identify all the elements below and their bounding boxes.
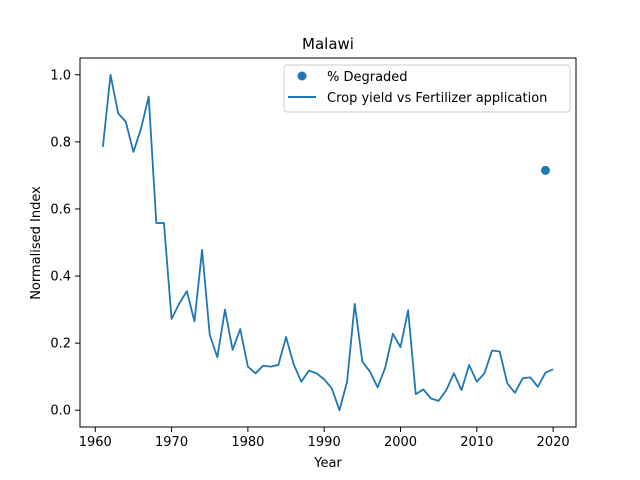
legend-scatter-marker [297, 71, 307, 81]
y-tick-label: 1.0 [50, 68, 71, 83]
plot-frame [79, 57, 577, 428]
x-tick-label: 1960 [79, 435, 112, 450]
plot-area: 1960 1970 1980 1990 2000 2010 2020 0.0 0.2 0.4 0.6… [50, 57, 577, 450]
x-tick-label: 2020 [537, 435, 570, 450]
chart-title: Malawi [302, 35, 354, 53]
series-line-crop-yield [101, 73, 554, 412]
x-axis-label: Year [313, 456, 342, 471]
x-tick-label: 2000 [384, 435, 417, 450]
legend-label-degraded: % Degraded [327, 70, 408, 85]
x-tick-label: 1990 [308, 435, 341, 450]
legend: % Degraded Crop yield vs Fertilizer appl… [283, 64, 571, 113]
y-tick-label: 0.8 [50, 135, 71, 150]
y-tick-label: 0.0 [50, 404, 71, 419]
x-tick-label: 2010 [460, 435, 493, 450]
x-tick-label: 1970 [155, 435, 188, 450]
y-axis-label: Normalised Index [29, 186, 44, 300]
x-tick-label: 1980 [231, 435, 264, 450]
y-tick-label: 0.6 [50, 202, 71, 217]
y-tick-label: 0.4 [50, 270, 71, 285]
y-tick-label: 0.2 [50, 337, 71, 352]
scatter-point-degraded [540, 165, 550, 175]
legend-label-crop-yield: Crop yield vs Fertilizer application [327, 91, 547, 106]
legend-box [283, 64, 571, 113]
